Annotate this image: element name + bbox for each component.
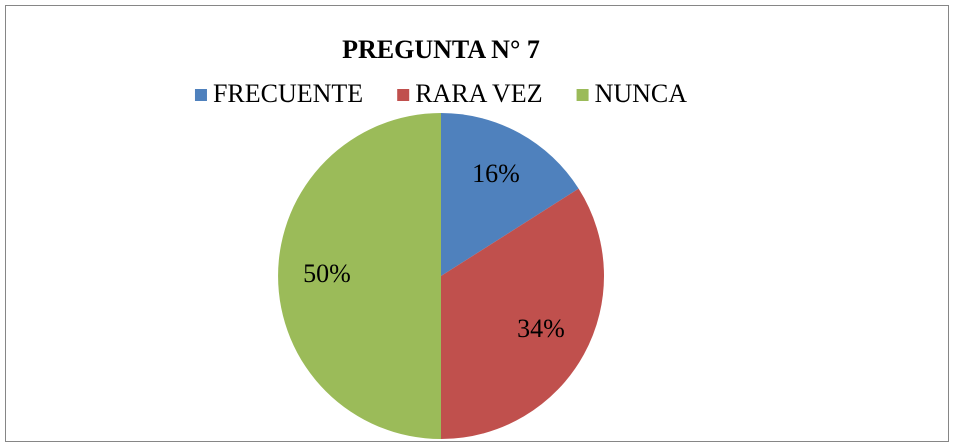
- pie-slice: [278, 113, 441, 439]
- data-label: 16%: [472, 159, 520, 188]
- data-label: 50%: [303, 259, 351, 288]
- legend-swatch: [194, 89, 207, 101]
- legend-label: RARA VEZ: [415, 79, 542, 108]
- pie-slice: [441, 113, 579, 276]
- pie-slice: [441, 188, 604, 439]
- data-label: 34%: [517, 314, 565, 343]
- chart-title: PREGUNTA N° 7: [342, 35, 540, 64]
- legend-label: FRECUENTE: [213, 79, 363, 108]
- legend-label: NUNCA: [595, 79, 688, 108]
- legend-swatch: [576, 89, 589, 101]
- legend-swatch: [397, 89, 410, 101]
